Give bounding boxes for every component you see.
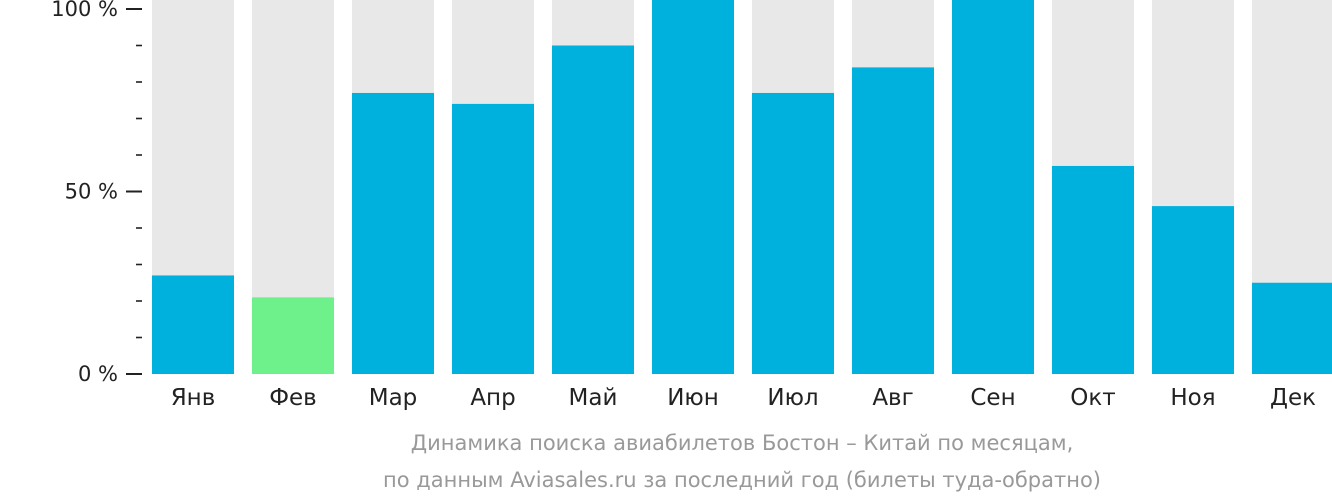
x-tick-label-9: Окт <box>1070 385 1115 411</box>
bar-0 <box>152 275 234 374</box>
x-tick-label-5: Июн <box>667 385 719 411</box>
bar-10 <box>1152 206 1234 374</box>
chart-caption-line1: Динамика поиска авиабилетов Бостон – Кит… <box>410 431 1074 455</box>
bar-chart: 0 % 50 % 100 % Янв Фев Мар Апр Май Июн Июл Авг Сен… <box>51 0 1332 411</box>
x-tick-label-6: Июл <box>767 385 818 411</box>
data-bars <box>152 0 1332 375</box>
x-tick-label-8: Сен <box>970 385 1015 411</box>
y-tick-label-1: 50 % <box>65 180 118 204</box>
bar-5 <box>652 0 734 374</box>
bar-2 <box>352 92 434 374</box>
chart-caption-line2: по данным Aviasales.ru за последний год … <box>383 468 1101 492</box>
bar-1 <box>252 297 334 374</box>
x-tick-label-11: Дек <box>1270 385 1316 411</box>
x-tick-label-7: Авг <box>872 385 913 411</box>
x-tick-label-10: Ноя <box>1170 385 1215 411</box>
x-tick-label-0: Янв <box>171 385 216 411</box>
y-tick-label-2: 100 % <box>51 0 118 21</box>
x-tick-label-4: Май <box>569 385 618 411</box>
x-tick-label-3: Апр <box>470 385 515 411</box>
bar-7 <box>852 67 934 375</box>
x-tick-label-2: Мар <box>369 385 418 411</box>
bar-4 <box>552 45 634 374</box>
bar-11 <box>1252 282 1332 374</box>
y-tick-label-0: 0 % <box>78 362 118 386</box>
bar-9 <box>1052 165 1134 374</box>
bar-6 <box>752 92 834 374</box>
bar-3 <box>452 103 534 375</box>
bar-8 <box>952 0 1034 374</box>
y-axis: 0 % 50 % 100 % <box>51 0 142 386</box>
x-tick-label-1: Фев <box>269 385 317 411</box>
x-axis-labels: Янв Фев Мар Апр Май Июн Июл Авг Сен Окт Ноя Дек <box>171 385 1316 411</box>
